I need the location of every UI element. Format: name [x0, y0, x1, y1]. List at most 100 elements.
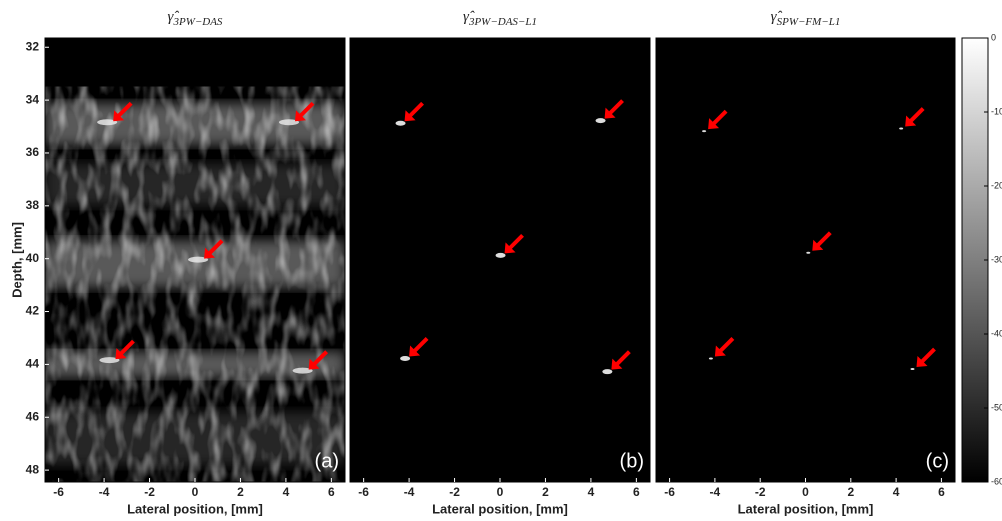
target-dot [899, 127, 904, 130]
arrow [295, 101, 315, 122]
x-tick-label: 6 [938, 485, 945, 499]
target-dot [279, 119, 299, 126]
x-tick-label: 4 [283, 485, 290, 499]
arrow-shaft [119, 339, 135, 356]
x-tick-label: 4 [588, 485, 595, 499]
arrow [604, 99, 624, 119]
arrow-shaft [718, 337, 735, 353]
x-tick-label: 2 [542, 485, 549, 499]
x-tick-label: -4 [404, 485, 415, 499]
arrow [708, 109, 728, 130]
arrow-shaft [908, 107, 925, 123]
y-tick-label: 44 [26, 357, 40, 371]
colorbar-tick-label: -10 [991, 106, 1002, 116]
target-dot [602, 369, 613, 375]
image-background [350, 38, 650, 482]
target-dot [395, 120, 406, 126]
arrow [905, 107, 925, 127]
arrow-head [113, 110, 125, 122]
x-tick-label: 6 [328, 485, 335, 499]
arrow [812, 231, 832, 251]
arrow-head [708, 118, 720, 130]
x-tick-label: -2 [144, 485, 155, 499]
target-dot [400, 355, 411, 361]
title-subscript: 3PW−DAS−L1 [468, 16, 537, 28]
target-dot [595, 118, 606, 124]
panel-label: (a) [315, 450, 339, 472]
title-subscript: 3PW−DAS [172, 16, 222, 28]
arrow [204, 239, 224, 259]
target-dot [97, 119, 118, 126]
x-tick-label: -4 [99, 485, 110, 499]
panel-label: (b) [620, 450, 644, 472]
target-dot [708, 357, 713, 360]
colorbar-tick-label: -50 [991, 402, 1002, 412]
panel-title: γ̂3PW−DAS−L1 [463, 9, 537, 27]
arrow-head [604, 107, 616, 119]
y-tick-label: 34 [26, 92, 40, 106]
x-tick-label: 2 [847, 485, 854, 499]
target-dot [495, 252, 506, 258]
x-tick-label: -2 [449, 485, 460, 499]
panel-title: γ̂3PW−DAS [168, 9, 223, 27]
x-tick-label: 4 [893, 485, 900, 499]
colorbar-tick-label: 0 [991, 32, 996, 42]
x-tick-label: -2 [755, 485, 766, 499]
arrow-shaft [608, 99, 624, 116]
arrow-shaft [815, 231, 832, 248]
colorbar-tick-label: -30 [991, 254, 1002, 264]
arrow-shaft [408, 101, 424, 118]
colorbar-tick-label: -20 [991, 180, 1002, 190]
x-tick-label: -6 [53, 485, 64, 499]
arrow-shaft [614, 350, 631, 367]
arrow [113, 101, 133, 122]
panel-title: γ̂SPW−FM−L1 [771, 9, 841, 27]
arrow [916, 347, 936, 368]
target-dot [99, 357, 120, 364]
x-axis-label: Lateral position, [mm] [738, 501, 874, 516]
arrow-head [714, 345, 726, 357]
arrow-shaft [711, 109, 728, 126]
arrow-head [611, 358, 623, 370]
x-tick-label: -4 [710, 485, 721, 499]
colorbar-tick-label: -40 [991, 328, 1002, 338]
x-tick-label: 0 [802, 485, 809, 499]
x-tick-label: 2 [237, 485, 244, 499]
arrow [115, 339, 135, 360]
arrow [404, 101, 424, 122]
arrow-head [295, 110, 306, 122]
arrow-head [115, 348, 127, 360]
x-axis-label: Lateral position, [mm] [432, 501, 568, 516]
arrow-head [812, 239, 824, 251]
target-dot [806, 251, 811, 254]
arrow [714, 337, 735, 357]
image-background [656, 38, 955, 482]
y-tick-label: 40 [26, 251, 40, 265]
arrow-shaft [920, 347, 936, 364]
arrow-head [204, 247, 216, 259]
arrow [504, 233, 524, 254]
arrow [308, 350, 329, 370]
y-tick-label: 38 [26, 198, 40, 212]
speckle [45, 86, 345, 483]
arrow-head [916, 356, 928, 368]
arrow-shaft [412, 337, 429, 353]
x-tick-label: 0 [497, 485, 504, 499]
colorbar-tick-label: -60 [991, 476, 1002, 486]
target-dot [910, 368, 915, 371]
arrow-shaft [298, 101, 315, 118]
x-tick-label: 6 [633, 485, 640, 499]
arrow-shaft [116, 101, 133, 118]
y-tick-label: 42 [26, 304, 40, 318]
arrow [611, 350, 631, 370]
y-axis-label: Depth, [mm] [9, 222, 24, 298]
y-tick-label: 32 [26, 39, 40, 53]
target-dot [188, 256, 209, 263]
panel-label: (c) [926, 450, 949, 472]
arrow-shaft [508, 233, 524, 250]
x-axis-label: Lateral position, [mm] [127, 501, 263, 516]
arrow-shaft [207, 239, 224, 256]
y-tick-label: 48 [26, 462, 40, 476]
arrow-head [905, 115, 917, 127]
